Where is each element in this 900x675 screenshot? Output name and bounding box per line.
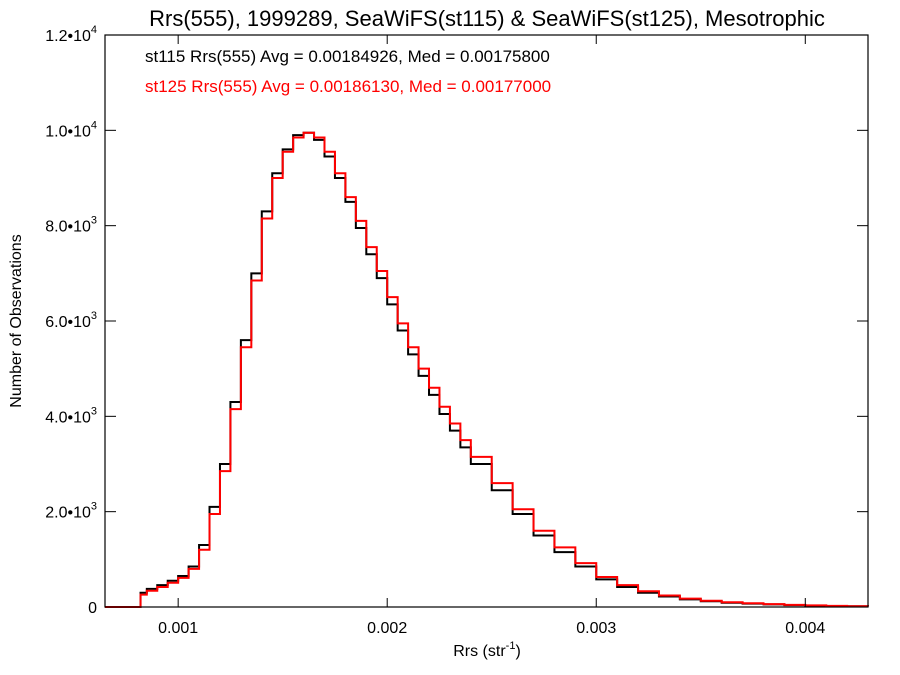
chart-title: Rrs(555), 1999289, SeaWiFS(st115) & SeaW…: [149, 6, 825, 31]
y-tick-label-4: 8.0•103: [45, 215, 97, 236]
y-tick-label-6: 1.2•104: [45, 24, 97, 45]
x-tick-label-0: 0.001: [158, 620, 198, 637]
y-tick-label-5: 1.0•104: [45, 119, 97, 140]
x-tick-label-3: 0.004: [785, 620, 825, 637]
x-axis-label-end: ): [515, 643, 520, 660]
ticks-layer: 0.001 0.002 0.003 0.004 0 2.0•103 4.0•103 6.0•1…: [45, 24, 868, 637]
x-tick-label-2: 0.003: [576, 620, 616, 637]
y-tick-label-2: 4.0•103: [45, 405, 97, 426]
y-axis-label: Number of Observations: [8, 234, 25, 407]
x-tick-label-1: 0.002: [367, 620, 407, 637]
series-line-0: [105, 131, 869, 608]
annotation-st115: st115 Rrs(555) Avg = 0.00184926, Med = 0…: [145, 47, 550, 66]
annotation-st125: st125 Rrs(555) Avg = 0.00186130, Med = 0…: [145, 77, 551, 96]
series-line-1: [105, 131, 869, 608]
x-axis-label-main: Rrs (str: [453, 643, 506, 660]
x-axis-label-exponent: -1: [506, 640, 516, 652]
y-tick-label-0: 0: [88, 600, 97, 617]
y-tick-label-1: 2.0•103: [45, 501, 97, 522]
x-axis-label: Rrs (str-1): [453, 640, 521, 660]
y-tick-label-3: 6.0•103: [45, 310, 97, 331]
series-layer: [105, 131, 869, 608]
plot-frame: [104, 34, 869, 608]
